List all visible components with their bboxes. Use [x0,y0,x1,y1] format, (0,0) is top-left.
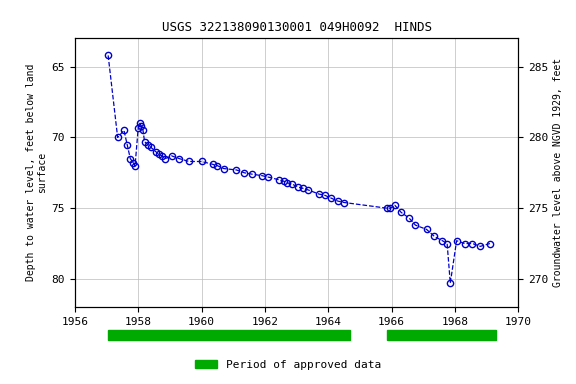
Title: USGS 322138090130001 049H0092  HINDS: USGS 322138090130001 049H0092 HINDS [162,22,431,35]
Y-axis label: Groundwater level above NGVD 1929, feet: Groundwater level above NGVD 1929, feet [552,58,563,287]
Bar [108,330,351,340]
Y-axis label: Depth to water level, feet below land
surface: Depth to water level, feet below land su… [26,64,47,281]
Legend: Period of approved data: Period of approved data [191,356,385,375]
Bar [387,330,497,340]
